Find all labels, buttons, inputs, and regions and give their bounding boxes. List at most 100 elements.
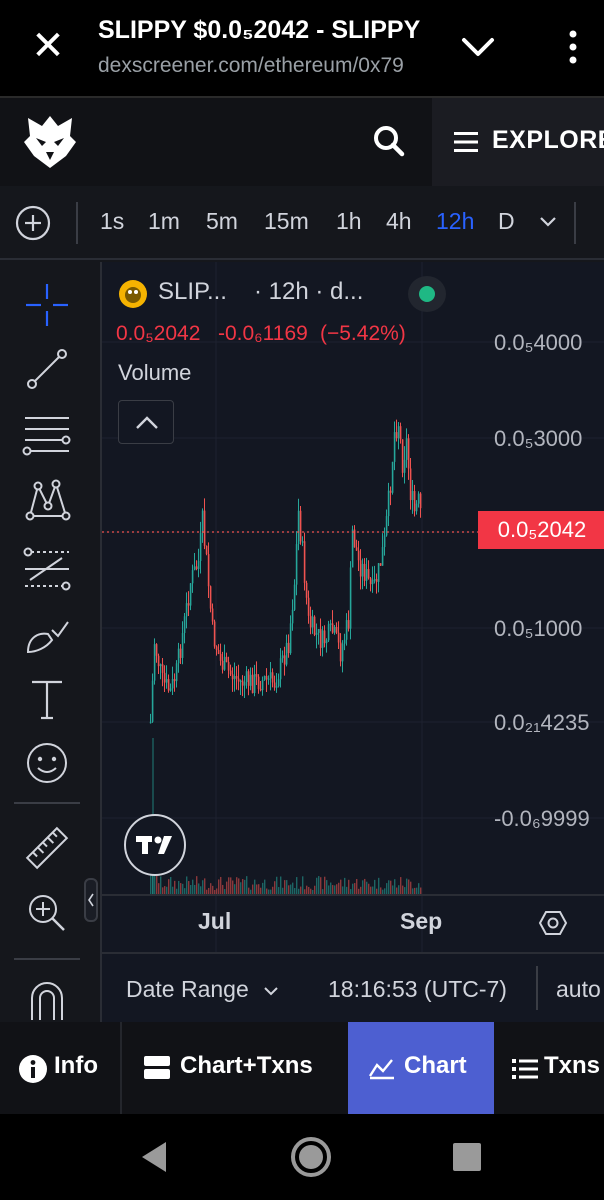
collapse-toolbar-handle[interactable] — [84, 878, 98, 922]
candle-body — [309, 615, 312, 628]
ruler-icon[interactable] — [22, 824, 72, 874]
volume-bar — [308, 886, 310, 894]
volume-bar — [318, 876, 320, 894]
volume-bar — [208, 887, 210, 894]
projection-tool-icon[interactable] — [22, 544, 72, 594]
tab-chart-txns[interactable]: Chart+Txns — [122, 1022, 348, 1114]
timeframe-15m[interactable]: 15m — [264, 208, 309, 234]
grid — [102, 262, 604, 952]
volume-bar — [246, 876, 248, 894]
dexscreener-logo-icon[interactable] — [22, 112, 78, 172]
candle-body — [271, 672, 274, 683]
crosshair-icon[interactable] — [22, 280, 72, 330]
candle-body — [397, 426, 400, 439]
candle-body — [281, 655, 284, 659]
status-dot — [419, 286, 435, 302]
price-chart[interactable]: 0.0₅4000 0.0₅3000 0.0₅1000 -0.0₆9999 0.0₂₁42… — [102, 262, 604, 952]
back-icon[interactable] — [138, 1140, 170, 1174]
text-tool-icon[interactable] — [22, 674, 72, 724]
volume-bar — [404, 887, 406, 894]
timeframe-5m[interactable]: 5m — [206, 208, 238, 234]
candle-body — [243, 682, 246, 686]
volume-bar — [350, 889, 352, 894]
tradingview-logo-icon[interactable] — [124, 814, 186, 876]
page-url[interactable]: dexscreener.com/ethereum/0x79 — [98, 54, 404, 77]
volume-bar — [416, 887, 418, 894]
candle-body — [345, 620, 348, 640]
magnet-icon[interactable] — [22, 976, 72, 1022]
more-vert-icon[interactable] — [556, 26, 590, 68]
home-icon[interactable] — [290, 1136, 332, 1178]
timeframe-12h[interactable]: 12h — [436, 208, 475, 234]
timeframe-d[interactable]: D — [498, 208, 515, 234]
tab-chart[interactable]: Chart — [348, 1022, 494, 1114]
volume-bar — [172, 886, 174, 894]
candle-body — [405, 438, 408, 460]
zoom-in-icon[interactable] — [22, 888, 72, 938]
candle-body — [249, 674, 252, 686]
browser-divider — [0, 96, 604, 98]
volume-bar — [364, 878, 366, 894]
y-tick-label: -0.0₆9999 — [494, 806, 590, 831]
volume-bar — [288, 885, 290, 894]
candle-body — [259, 688, 262, 691]
volume-bar — [212, 885, 214, 894]
timeframe-1m[interactable]: 1m — [148, 208, 180, 234]
volume-bar — [378, 877, 380, 894]
brush-icon[interactable] — [22, 610, 72, 660]
date-range-button[interactable]: Date Range — [126, 976, 249, 1002]
chart-clock: 18:16:53 (UTC-7) — [328, 976, 507, 1002]
timeframe-1s[interactable]: 1s — [100, 208, 125, 234]
page-title: SLIPPY $0.0₅2042 - SLIPPY — [98, 16, 421, 44]
volume-bar — [260, 887, 262, 894]
volume-bar — [182, 883, 184, 894]
chevron-down-icon[interactable] — [456, 30, 500, 66]
add-indicator-icon[interactable] — [14, 204, 52, 242]
search-icon[interactable] — [370, 122, 408, 160]
explore-button[interactable]: EXPLORE — [432, 98, 604, 186]
legend-symbol[interactable]: SLIP... — [158, 278, 227, 305]
timeframe-chevron-icon[interactable] — [538, 214, 558, 230]
tab-txns[interactable]: Txns — [494, 1022, 604, 1114]
volume-bar — [164, 886, 166, 894]
volume-bar — [384, 888, 386, 894]
volume-bar — [268, 889, 270, 894]
candle-body — [233, 676, 236, 680]
timeframe-4h[interactable]: 4h — [386, 208, 412, 234]
candle-body — [331, 623, 334, 633]
candle-body — [191, 570, 194, 584]
candle-body — [187, 603, 190, 606]
chart-plot-area[interactable]: 0.0₅4000 0.0₅3000 0.0₅1000 -0.0₆9999 0.0₂₁42… — [100, 262, 604, 1022]
candle-body — [229, 670, 232, 675]
candle-body — [195, 566, 198, 570]
collapse-legend-button[interactable] — [118, 400, 174, 444]
auto-scale-toggle[interactable]: auto — [556, 976, 601, 1002]
tab-info[interactable]: Info — [0, 1022, 122, 1114]
chart-settings-icon[interactable] — [538, 908, 568, 938]
candle-body — [307, 597, 310, 616]
trend-line-icon[interactable] — [22, 344, 72, 394]
recents-icon[interactable] — [452, 1142, 482, 1172]
volume-bar — [272, 886, 274, 894]
fib-retracement-icon[interactable] — [22, 410, 72, 460]
market-status-indicator[interactable] — [408, 276, 446, 312]
pattern-tool-icon[interactable] — [22, 476, 72, 526]
tab-chart-label: Chart — [404, 1052, 467, 1079]
emoji-icon[interactable] — [22, 738, 72, 788]
volume-bar — [214, 889, 216, 894]
candle-body — [373, 579, 376, 581]
candle-body — [387, 490, 390, 517]
date-range-chevron-icon[interactable] — [262, 984, 280, 998]
volume-bar — [158, 883, 160, 894]
volume-bar — [418, 883, 420, 894]
volume-bar — [352, 883, 354, 894]
close-icon[interactable]: ✕ — [31, 24, 65, 68]
timeframe-1h[interactable]: 1h — [336, 208, 362, 234]
volume-bar — [228, 877, 230, 894]
candle-body — [253, 674, 256, 694]
volume-bar — [344, 877, 346, 894]
candle-body — [339, 642, 342, 662]
candle-body — [201, 510, 204, 534]
candle-body — [329, 623, 332, 625]
candle-body — [355, 547, 358, 551]
